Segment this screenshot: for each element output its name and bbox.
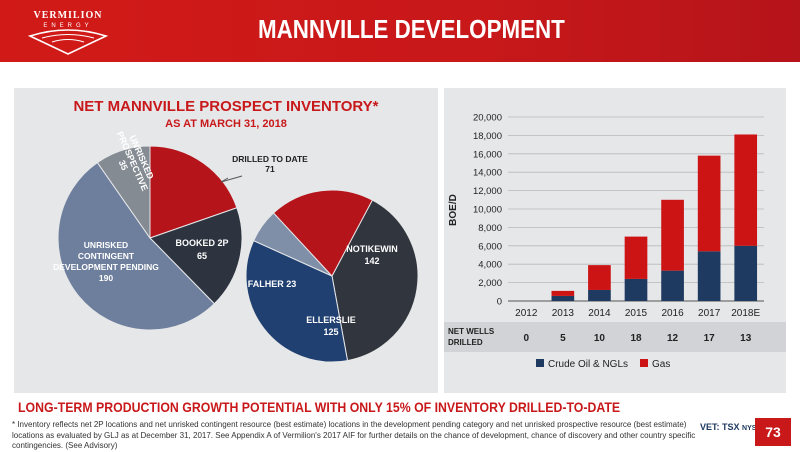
x-tick-label: 2016 [661,308,684,319]
pie-slice-1 [245,240,349,363]
y-tick-label: 12,000 [473,186,502,197]
production-panel: 0 2,000 4,000 6,000 8,000 10,000 12,000 14,000 1… [444,88,786,393]
connector-line-top [220,175,243,183]
x-tick-label: 2014 [588,308,611,319]
pie-total-inventory [57,145,243,331]
vermilion-logo: VERMILION ENERGY [22,6,114,56]
y-tick-label: 4,000 [478,260,502,271]
x-tick-label: 2015 [625,308,648,319]
label-drilled-to-date: DRILLED TO DATE 71 [232,154,308,174]
y-tick-label: 2,000 [478,278,502,289]
net-wells-label-1: NET WELLS [448,327,495,336]
net-wells-label-2: DRILLED [448,338,483,347]
inventory-subtitle: AS AT MARCH 31, 2018 [165,118,287,130]
y-tick-label: 14,000 [473,168,502,179]
footnote: * Inventory reflects net 2P locations an… [12,420,696,450]
bar-oil-2013 [551,295,575,301]
x-tick-label: 2012 [515,308,538,319]
pie-slice-3 [272,189,374,277]
net-wells-value: 5 [560,333,566,344]
exchange-badge: VET: TSX NYSE [700,422,761,432]
bar-oil-2017 [697,251,721,301]
x-tick-label: 2018E [731,308,760,319]
net-wells-value: 18 [630,333,642,344]
net-wells-value: 17 [704,333,716,344]
bar-gas-2017 [697,155,721,252]
bar-gas-2013 [551,290,575,296]
y-tick-label: 8,000 [478,223,502,234]
net-wells-band [444,322,786,352]
net-wells-value: 12 [667,333,679,344]
y-tick-label: 18,000 [473,131,502,142]
inventory-pie-charts: UNRISKEDPROSPECTIVE35 BOOKED 2P 65 UNRISK… [53,130,419,363]
y-tick-label: 20,000 [473,113,502,124]
x-tick-label: 2017 [698,308,721,319]
net-wells-value: 0 [524,333,530,344]
label-notikewin: NOTIKEWIN 142 [346,244,398,266]
y-tick-label: 6,000 [478,241,502,252]
bar-gas-2018E [734,134,758,246]
y-axis-label: BOE/D [448,194,459,226]
pie-drilled-to-date [245,189,419,363]
page-title: MANNVILLE DEVELOPMENT [258,14,565,44]
logo-name: VERMILION [33,10,103,21]
net-wells-value: 13 [740,333,752,344]
bar-oil-2018E [734,245,758,301]
label-ellerslie: ELLERSLIE 125 [306,315,356,337]
bar-oil-2015 [624,278,648,301]
exchange-nyse: NYSE [742,425,762,432]
pie-slice-1 [149,207,243,305]
inventory-panel: NET MANNVILLE PROSPECT INVENTORY* AS AT … [14,88,438,393]
y-tick-label: 10,000 [473,205,502,216]
y-tick-label: 0 [497,297,502,308]
production-bar-chart: 0 2,000 4,000 6,000 8,000 10,000 12,000 14,000 1… [444,113,786,370]
page-number: 73 [755,418,791,446]
bar-gas-2016 [661,199,684,271]
header-bar: VERMILION ENERGY MANNVILLE DEVELOPMENT [0,0,800,62]
legend-gas: Gas [652,359,670,370]
footer-headline: LONG-TERM PRODUCTION GROWTH POTENTIAL WI… [18,399,621,415]
inventory-title: NET MANNVILLE PROSPECT INVENTORY* [73,98,379,115]
bar-gas-2014 [588,265,611,290]
label-booked-2p: BOOKED 2P 65 [175,238,228,261]
logo-sub: ENERGY [43,23,93,29]
net-wells-value: 10 [594,333,606,344]
legend-swatch-oil [536,359,544,367]
bar-oil-2014 [588,289,611,301]
pie-slice-3 [96,145,151,240]
pie-slice-2 [57,161,216,331]
bar-oil-2016 [661,270,684,301]
label-contingent: UNRISKED CONTINGENT DEVELOPMENT PENDING 190 [53,240,159,283]
pie-slice-0 [331,199,419,362]
connector-line [220,177,229,183]
bar-gas-2015 [624,236,648,279]
exchange-tsx: VET: TSX [700,422,740,432]
y-tick-label: 16,000 [473,149,502,160]
x-tick-label: 2013 [552,308,575,319]
label-falher: FALHER 23 [248,279,297,289]
logo-mark-icon [27,29,109,55]
legend-oil: Crude Oil & NGLs [548,359,628,370]
legend-swatch-gas [640,359,648,367]
legend: Crude Oil & NGLs Gas [536,359,670,370]
